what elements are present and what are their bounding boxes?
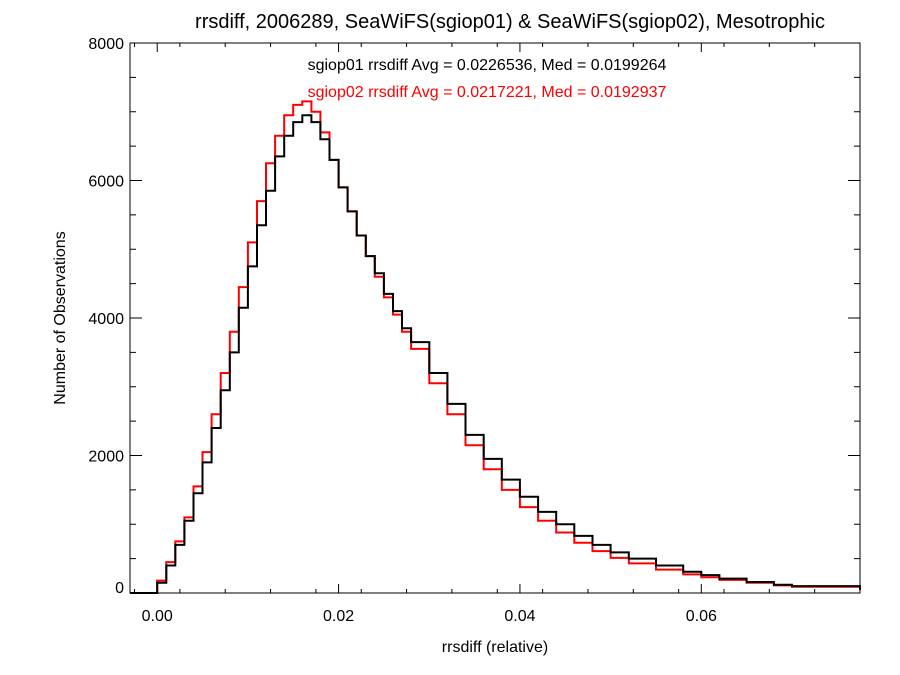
x-tick-label: 0.02 [323,608,354,625]
y-axis-label: Number of Observations [52,231,69,404]
y-tick-label: 2000 [88,449,124,466]
legend-label-sgiop01: sgiop01 rrsdiff Avg = 0.0226536, Med = 0… [308,57,667,74]
series-line-sgiop01 [130,114,861,594]
legend-label-sgiop02: sgiop02 rrsdiff Avg = 0.0217221, Med = 0… [308,84,667,101]
y-tick-label: 6000 [88,174,124,191]
x-tick-label: 0.04 [504,608,535,625]
chart-title: rrsdiff, 2006289, SeaWiFS(sgiop01) & Sea… [195,11,825,33]
x-tick-label: 0.00 [142,608,173,625]
y-tick-label: 8000 [88,36,124,53]
y-tick-label: 4000 [88,311,124,328]
plot-area: 0.00 0.02 0.04 0.06 0 2000 4000 6000 8000 sgiop01… [88,36,861,625]
y-tick-label: 0 [115,580,124,597]
x-tick-label: 0.06 [686,608,717,625]
x-axis-label: rrsdiff (relative) [442,639,548,656]
